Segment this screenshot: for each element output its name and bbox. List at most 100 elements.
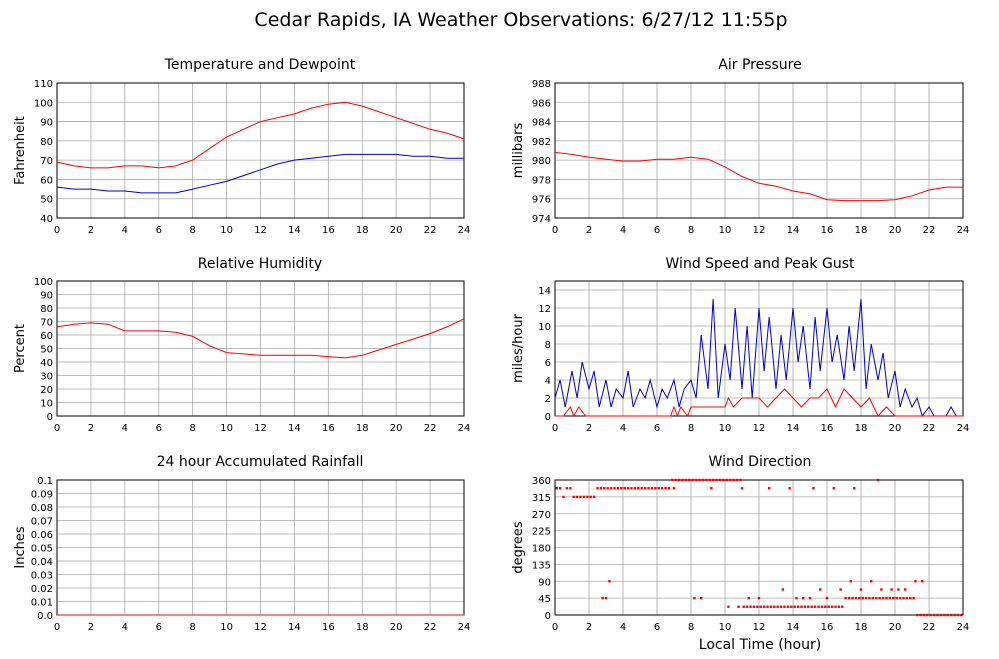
temp-series-line-1 <box>56 153 464 194</box>
direction-point <box>722 478 725 482</box>
direction-y-tick-label: 360 <box>532 476 551 487</box>
temp-y-tick-label: 80 <box>40 137 53 148</box>
humidity-x-tick-label: 16 <box>322 423 335 434</box>
wind-series-line-0 <box>554 298 963 418</box>
direction-point <box>677 478 681 482</box>
direction-point <box>953 613 956 617</box>
direction-point <box>807 605 810 608</box>
humidity-y-tick-label: 80 <box>40 304 53 315</box>
temp-y-tick-label: 100 <box>34 98 53 109</box>
temp-x-tick-label: 0 <box>54 225 60 236</box>
direction-point <box>747 596 750 600</box>
direction-point <box>854 596 858 600</box>
direction-point <box>932 613 936 617</box>
direction-x-tick-label: 20 <box>889 622 902 633</box>
pressure-x-tick-label: 22 <box>923 225 936 236</box>
pressure-x-tick-label: 14 <box>787 225 800 236</box>
direction-point <box>926 613 929 617</box>
pressure-y-tick-label: 982 <box>532 137 551 148</box>
pressure-x-tick-label: 24 <box>957 225 970 236</box>
humidity-x-tick-label: 4 <box>122 423 128 434</box>
pressure-series-line-0 <box>554 151 963 202</box>
pressure-x-tick-label: 10 <box>719 225 732 236</box>
wind-y-tick-label: 2 <box>545 394 551 405</box>
temp-x-tick-label: 8 <box>189 225 195 236</box>
temp-x-tick-label: 16 <box>322 225 335 236</box>
direction-point <box>555 487 558 490</box>
rain-y-tick-label: 0.03 <box>31 571 53 582</box>
direction-y-tick-label: 135 <box>532 560 551 571</box>
direction-point <box>956 613 960 617</box>
humidity-y-tick-label: 50 <box>40 345 53 356</box>
pressure-x-tick-label: 8 <box>688 225 694 236</box>
rain-y-tick-label: 0.04 <box>31 557 53 568</box>
direction-point <box>844 596 847 600</box>
direction-point <box>776 605 779 608</box>
direction-point <box>813 605 817 608</box>
direction-point <box>905 596 909 600</box>
humidity-x-tick-label: 0 <box>54 423 60 434</box>
direction-point <box>565 487 569 490</box>
pressure-y-tick-label: 988 <box>532 79 551 90</box>
wind-series-line-1 <box>555 388 963 418</box>
pressure-y-tick-label: 974 <box>532 214 551 225</box>
rain-y-tick-label: 0.1 <box>37 476 53 487</box>
wind-x-tick-label: 12 <box>753 423 766 434</box>
wind-x-tick-label: 6 <box>654 423 660 434</box>
direction-point <box>698 478 701 482</box>
direction-y-axis-label: degrees <box>511 521 526 574</box>
direction-point <box>834 605 837 608</box>
direction-point <box>881 596 885 600</box>
direction-point <box>819 588 822 591</box>
direction-point <box>616 487 620 490</box>
wind-y-tick-label: 12 <box>538 304 551 315</box>
direction-x-tick-label: 24 <box>957 622 970 633</box>
rain-x-tick-label: 16 <box>322 622 335 633</box>
rain-x-tick-label: 18 <box>356 622 369 633</box>
rain-y-tick-label: 0.06 <box>31 530 53 541</box>
direction-point <box>808 596 812 600</box>
direction-y-tick-label: 225 <box>532 527 551 538</box>
direction-point <box>827 605 830 608</box>
direction-point <box>762 605 766 608</box>
direction-y-tick-label: 315 <box>532 493 551 504</box>
direction-point <box>749 605 752 608</box>
humidity-y-tick-label: 60 <box>40 331 53 342</box>
wind-x-tick-label: 18 <box>855 423 868 434</box>
direction-point <box>812 487 815 490</box>
wind-frame <box>554 280 964 417</box>
rain-y-tick-label: 0.07 <box>31 517 53 528</box>
direction-point <box>708 478 711 482</box>
direction-point <box>830 605 834 608</box>
direction-point <box>759 605 762 608</box>
direction-point <box>773 605 776 608</box>
direction-point <box>790 605 793 608</box>
humidity-y-axis-label: Percent <box>13 324 28 373</box>
direction-point <box>752 605 756 608</box>
direction-point <box>769 605 773 608</box>
direction-point <box>727 605 730 608</box>
rain-y-tick-label: 0.08 <box>31 503 53 514</box>
rain-x-tick-label: 10 <box>220 622 233 633</box>
direction-point <box>875 596 878 600</box>
direction-point <box>654 487 657 490</box>
pressure-y-tick-label: 986 <box>532 98 551 109</box>
direction-point <box>562 495 565 499</box>
direction-point <box>601 596 604 600</box>
direction-point <box>888 596 892 600</box>
direction-point <box>892 596 895 600</box>
direction-point <box>579 495 582 499</box>
direction-point <box>728 478 732 482</box>
wind-x-tick-label: 24 <box>957 423 970 434</box>
direction-point <box>660 487 664 490</box>
direction-point <box>718 478 722 482</box>
humidity-y-tick-label: 30 <box>40 372 53 383</box>
direction-point <box>824 605 827 608</box>
humidity-x-tick-label: 24 <box>458 423 471 434</box>
direction-point <box>606 487 609 490</box>
direction-x-tick-label: 18 <box>855 622 868 633</box>
direction-point <box>802 596 805 600</box>
direction-point <box>596 487 599 490</box>
